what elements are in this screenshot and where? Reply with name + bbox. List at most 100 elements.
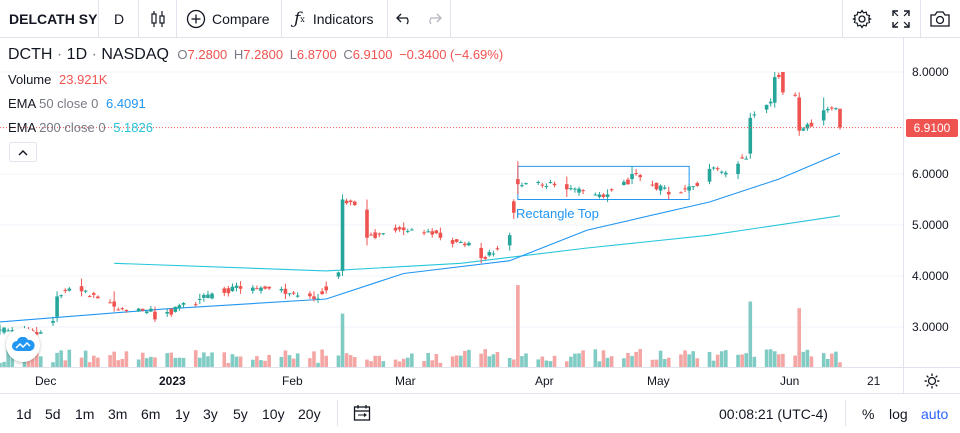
candle-body (593, 194, 598, 196)
compare-button[interactable]: Compare (186, 0, 270, 38)
candle-body (630, 174, 634, 180)
chart-pane[interactable]: DCTH · 1D · NASDAQ O7.2800 H7.2800 L6.87… (0, 38, 903, 367)
volume-bar (569, 356, 573, 367)
volume-bar (450, 356, 455, 367)
volume-bar (67, 349, 72, 367)
candle-body (666, 191, 671, 195)
candle-body (479, 247, 483, 259)
auto-scale-button[interactable]: auto (921, 406, 949, 422)
volume-bar (679, 354, 683, 367)
ema200-legend[interactable]: EMA 200 close 0 5.1826 (8, 120, 153, 135)
candle-body (34, 332, 39, 335)
volume-bar (630, 355, 634, 367)
volume-bar (173, 357, 178, 367)
price-axis-label: 8.0000 (912, 65, 949, 79)
volume-bar (0, 363, 2, 367)
volume-bar (291, 358, 296, 367)
volume-bar (222, 352, 227, 367)
log-scale-button[interactable]: log (889, 406, 908, 422)
candle-body (410, 229, 414, 231)
volume-bar (397, 361, 402, 367)
date-range-button[interactable] (353, 404, 371, 427)
candle-body (777, 74, 781, 77)
volume-bar (752, 356, 757, 367)
volume-bar (748, 301, 753, 367)
volume-bar (695, 358, 700, 367)
interval-button[interactable]: D (114, 0, 124, 38)
candle-body (120, 308, 125, 310)
clock-timezone-button[interactable]: 00:08:21 (UTC-4) (719, 406, 828, 422)
volume-value: 23.921K (59, 72, 108, 87)
volume-bar (352, 357, 357, 367)
range-button-1y[interactable]: 1y (175, 406, 190, 422)
range-button-3y[interactable]: 3y (203, 406, 218, 422)
volume-bar (634, 351, 638, 367)
range-button-5y[interactable]: 5y (233, 406, 248, 422)
symbol-search-button[interactable]: DELCATH SY (9, 0, 97, 38)
range-button-1m[interactable]: 1m (75, 406, 95, 422)
volume-bar (169, 352, 174, 367)
candle-body (511, 201, 516, 213)
indicators-label: Indicators (312, 11, 374, 27)
volume-bar (434, 354, 439, 367)
tradingview-logo[interactable] (6, 328, 40, 362)
candle-body (809, 122, 814, 127)
candle-body (662, 187, 667, 189)
range-button-5d[interactable]: 5d (45, 406, 61, 422)
volume-legend[interactable]: Volume 23.921K (8, 72, 107, 87)
volume-bar (736, 354, 740, 367)
price-chart[interactable] (0, 38, 903, 367)
candle-body (797, 97, 802, 131)
ema50-value: 6.4091 (105, 96, 146, 111)
volume-bar (463, 350, 467, 367)
candle-body (291, 292, 296, 294)
fullscreen-button[interactable] (892, 0, 910, 38)
volume-bar (136, 359, 141, 367)
axis-settings-button[interactable] (903, 367, 960, 393)
range-button-1d[interactable]: 1d (16, 406, 32, 422)
candle-body (793, 94, 797, 96)
chart-type-button[interactable] (150, 0, 166, 38)
candle-body (226, 288, 231, 294)
volume-bar (96, 357, 100, 367)
candle-body (715, 168, 720, 170)
volume-bar (120, 359, 125, 367)
volume-bar (312, 351, 316, 367)
collapse-legend-button[interactable] (9, 142, 37, 162)
candle-body (59, 295, 63, 297)
volume-bar (91, 355, 96, 367)
price-axis[interactable]: 8.0000 6.0000 5.0000 4.0000 3.0000 6.9100 (903, 38, 960, 367)
range-button-6m[interactable]: 6m (141, 406, 161, 422)
volume-bar (564, 361, 569, 367)
volume-bar (405, 357, 410, 367)
candle-body (198, 298, 202, 300)
range-button-10y[interactable]: 10y (262, 406, 285, 422)
candle-body (279, 288, 284, 291)
time-axis[interactable]: Dec 2023 Feb Mar Apr May Jun 21 (0, 367, 903, 393)
candle-body (373, 232, 377, 238)
candle-body (340, 199, 345, 271)
percent-scale-button[interactable]: % (862, 406, 875, 422)
candle-body (719, 171, 724, 173)
ema50-legend[interactable]: EMA 50 close 0 6.4091 (8, 96, 146, 111)
range-button-3m[interactable]: 3m (108, 406, 128, 422)
symbol-name: DELCATH SY (9, 11, 98, 27)
undo-button[interactable] (396, 0, 414, 38)
range-button-20y[interactable]: 20y (298, 406, 321, 422)
settings-button[interactable] (852, 0, 872, 38)
screenshot-button[interactable] (929, 0, 951, 38)
volume-bar (809, 356, 814, 367)
candle-body (495, 248, 500, 250)
volume-bar (491, 354, 496, 367)
legend-high: 7.2800 (243, 47, 284, 62)
volume-bar (165, 353, 169, 367)
candle-body (259, 287, 263, 291)
volume-bar (768, 349, 773, 367)
volume-bar (821, 353, 826, 367)
redo-button[interactable] (424, 0, 442, 38)
volume-bar (662, 359, 667, 367)
volume-bar (825, 358, 830, 367)
candle-body (805, 124, 810, 129)
price-axis-label: 5.0000 (912, 218, 949, 232)
